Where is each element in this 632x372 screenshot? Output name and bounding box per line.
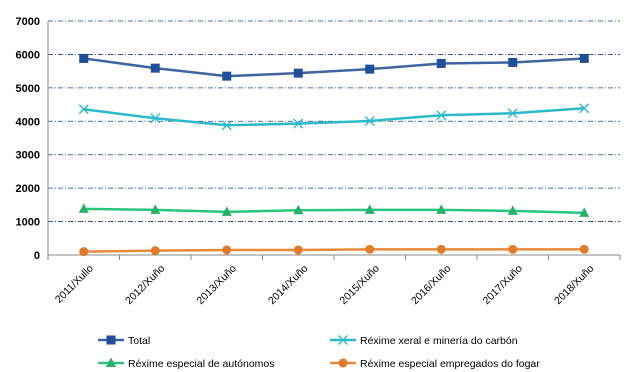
data-point [436, 244, 446, 254]
data-point [150, 246, 160, 256]
legend-swatch-marker [338, 335, 348, 345]
data-point [293, 118, 304, 129]
legend-item: Réxime xeral e minería do carbón [330, 335, 518, 347]
y-tick-label: 2000 [16, 183, 40, 195]
data-point [508, 244, 518, 254]
data-point [293, 245, 303, 255]
data-point [365, 64, 375, 74]
series-line [83, 57, 585, 78]
x-axis-ticks: 2011/Xullo 2012/Xuño 2013/Xuño 2014/Xuño 201… [53, 263, 597, 308]
data-point [222, 71, 232, 81]
series-1 [79, 53, 589, 81]
data-point [364, 115, 375, 126]
series-3 [78, 203, 590, 217]
series-line [83, 107, 585, 127]
y-tick-label: 6000 [16, 49, 40, 61]
marker-stroke [436, 110, 447, 121]
data-point [436, 58, 446, 68]
legend-item: Réxime especial de autónomos [98, 357, 275, 370]
series-group [78, 53, 590, 257]
marker-stroke [150, 113, 161, 124]
x-tick-label: 2018/Xuño [552, 263, 597, 308]
y-tick-label: 1000 [16, 217, 40, 229]
y-tick-label: 0 [34, 250, 40, 262]
y-tick-label: 3000 [16, 150, 40, 162]
axes [47, 21, 621, 260]
legend: Total Réxime xeral e minería do carbón Réx… [98, 335, 540, 370]
legend-swatch-marker [106, 335, 116, 345]
data-point [221, 120, 232, 131]
data-point [293, 204, 304, 215]
series-line [83, 207, 585, 215]
data-point [150, 63, 160, 73]
x-tick-label: 2015/Xuño [337, 263, 382, 308]
data-point [221, 206, 232, 216]
x-tick-label: 2014/Xuño [266, 263, 311, 308]
marker-stroke [221, 120, 232, 131]
data-point [436, 204, 447, 214]
marker-stroke [364, 115, 375, 126]
series-4 [79, 244, 589, 257]
y-tick-label: 5000 [16, 83, 40, 95]
x-tick-label: 2013/Xuño [194, 263, 239, 308]
data-point [150, 113, 161, 124]
data-point [150, 204, 161, 214]
legend-swatch-marker [106, 357, 116, 367]
legend-label: Total [128, 335, 150, 347]
data-point [579, 207, 590, 217]
data-point [78, 104, 89, 115]
data-point [436, 110, 447, 121]
marker-stroke [579, 103, 590, 114]
data-point [579, 103, 590, 114]
series-line [83, 248, 585, 253]
data-point [79, 53, 89, 63]
data-point [579, 53, 589, 63]
legend-label: Réxime especial empregados do fogar [360, 358, 540, 370]
legend-item: Réxime especial empregados do fogar [330, 358, 540, 370]
data-point [293, 68, 303, 78]
data-point [365, 244, 375, 254]
y-tick-label: 4000 [16, 116, 40, 128]
data-point [508, 57, 518, 67]
data-point [364, 204, 375, 214]
data-point [79, 247, 89, 257]
x-tick-label: 2011/Xullo [53, 263, 96, 306]
data-point [222, 245, 232, 255]
x-tick-label: 2016/Xuño [409, 263, 454, 308]
y-tick-label: 7000 [16, 16, 40, 28]
legend-swatch-marker [338, 358, 348, 368]
marker-stroke [338, 335, 348, 345]
legend-label: Réxime especial de autónomos [128, 358, 275, 370]
marker-stroke [78, 104, 89, 115]
marker-stroke [293, 118, 304, 129]
legend-label: Réxime xeral e minería do carbón [360, 335, 518, 347]
x-tick-label: 2017/Xuño [480, 263, 525, 308]
data-point [78, 203, 89, 213]
y-axis-ticks: 0 1000 2000 3000 4000 5000 6000 7000 [16, 16, 40, 262]
legend-item: Total [98, 335, 150, 347]
marker-stroke [507, 108, 518, 119]
data-point [507, 108, 518, 119]
data-point [579, 244, 589, 254]
x-tick-label: 2012/Xuño [123, 263, 168, 308]
data-point [507, 205, 518, 215]
series-2 [78, 103, 590, 131]
